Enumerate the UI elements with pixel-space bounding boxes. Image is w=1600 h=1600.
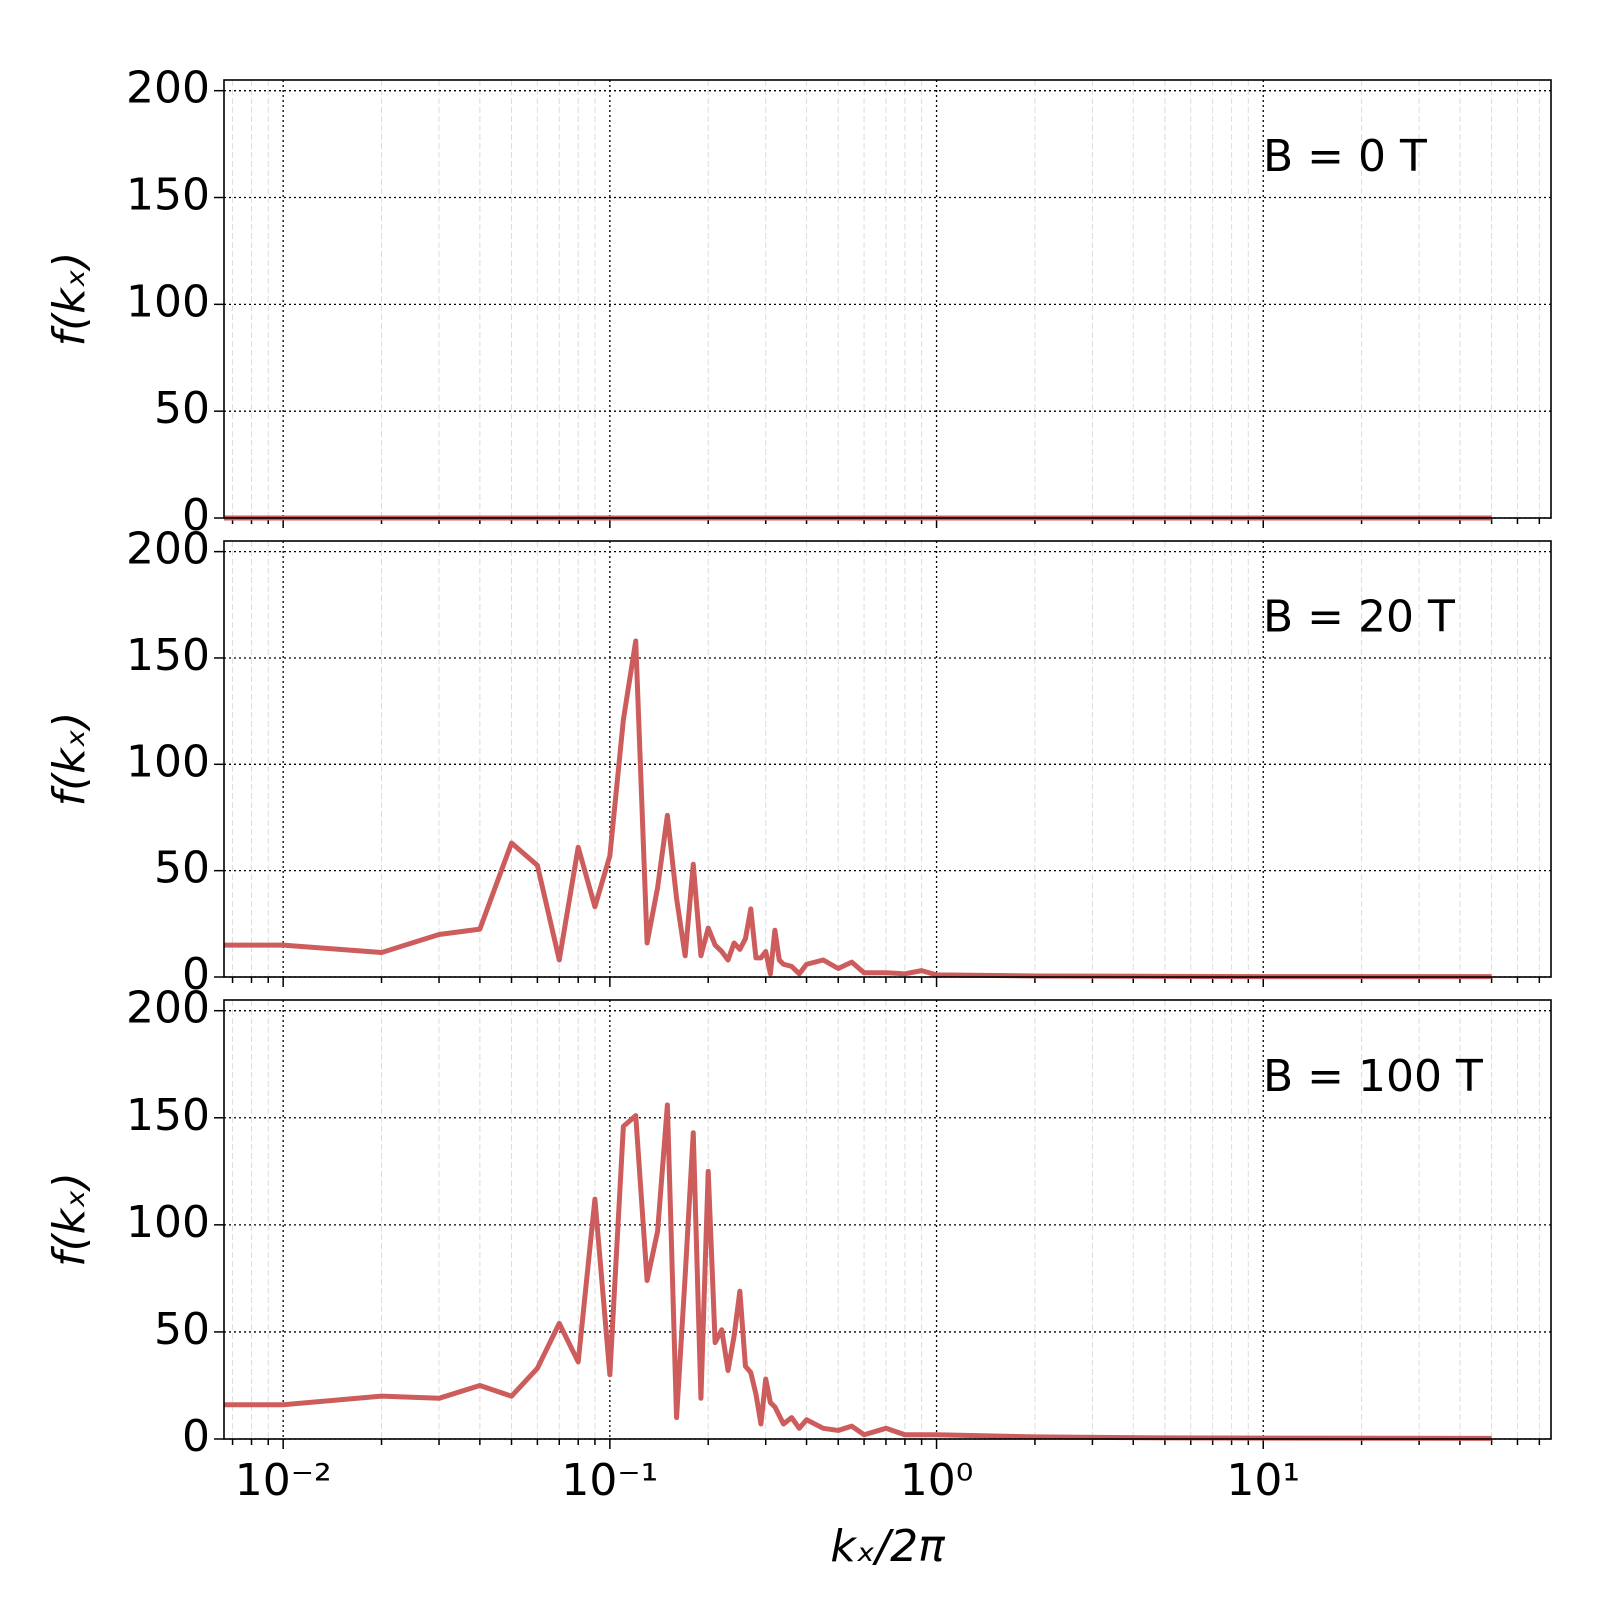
y-tick-label: 0 [182, 949, 210, 1000]
x-axis-label: kₓ/2π [830, 1521, 946, 1572]
subplot: 0 50 100 150 200 B = 0 T f(kₓ) [44, 63, 1552, 541]
subplot: 10⁻² 10⁻¹ 10⁰ 10¹ 0 50 100 150 200 B = 100 T f(kₓ)… [44, 983, 1552, 1572]
x-tick-label: 10⁻¹ [561, 1455, 658, 1506]
x-tick-label: 10⁰ [900, 1455, 974, 1506]
y-axis-label: f(kₓ) [44, 252, 95, 347]
y-tick-label: 150 [126, 1090, 210, 1141]
x-tick-label: 10¹ [1226, 1455, 1300, 1506]
y-tick-label: 50 [154, 843, 210, 894]
subplot: 0 50 100 150 200 B = 20 T f(kₓ) [44, 524, 1552, 1000]
plot-frame [223, 999, 1552, 1440]
annotation: B = 20 T [1263, 591, 1455, 642]
y-tick-label: 50 [154, 1304, 210, 1355]
y-tick-label: 0 [182, 490, 210, 541]
x-tick-label: 10⁻² [235, 1455, 332, 1506]
y-tick-label: 200 [126, 63, 210, 114]
y-tick-label: 200 [126, 983, 210, 1034]
annotation: B = 100 T [1263, 1051, 1483, 1102]
plot-frame [223, 79, 1552, 519]
y-tick-label: 100 [126, 276, 210, 327]
plot-frame [223, 540, 1552, 978]
y-axis-label: f(kₓ) [44, 712, 95, 807]
y-tick-label: 150 [126, 170, 210, 221]
data-line [224, 638, 1492, 980]
y-tick-label: 0 [182, 1411, 210, 1462]
y-tick-label: 50 [154, 383, 210, 434]
data-line [224, 1102, 1492, 1441]
annotation: B = 0 T [1263, 131, 1427, 182]
y-tick-label: 200 [126, 524, 210, 575]
y-tick-label: 100 [126, 736, 210, 787]
y-tick-label: 150 [126, 630, 210, 681]
y-tick-label: 100 [126, 1197, 210, 1248]
y-axis-label: f(kₓ) [44, 1172, 95, 1267]
